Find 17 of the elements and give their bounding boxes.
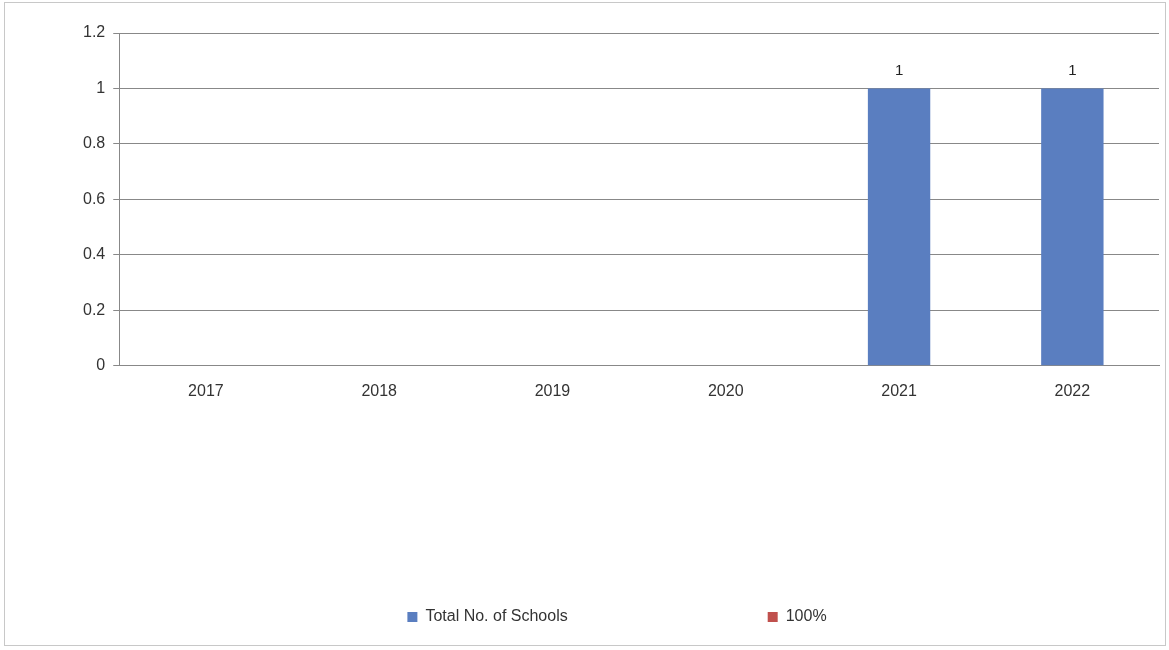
y-tick-label: 0.8	[82, 134, 106, 152]
y-tick-label: 1	[96, 78, 106, 96]
data-label: 1	[894, 61, 904, 79]
x-tick-label: 2020	[707, 381, 744, 399]
x-tick-label: 2022	[1054, 381, 1091, 399]
x-tick-label: 2018	[361, 381, 398, 399]
y-tick-label: 0.6	[82, 189, 106, 207]
y-tick-label: 0	[96, 356, 106, 374]
x-tick-label: 2017	[188, 381, 224, 399]
y-tick-label: 1.2	[82, 23, 106, 41]
legend-label: 100%	[785, 607, 827, 625]
y-tick-label: 0.2	[82, 300, 106, 318]
data-label: 1	[1068, 61, 1077, 79]
legend-label: Total No. of Schools	[425, 607, 568, 625]
x-tick-label: 2021	[881, 381, 917, 399]
x-tick-label: 2019	[534, 381, 571, 399]
y-tick-label: 0.4	[82, 245, 106, 263]
